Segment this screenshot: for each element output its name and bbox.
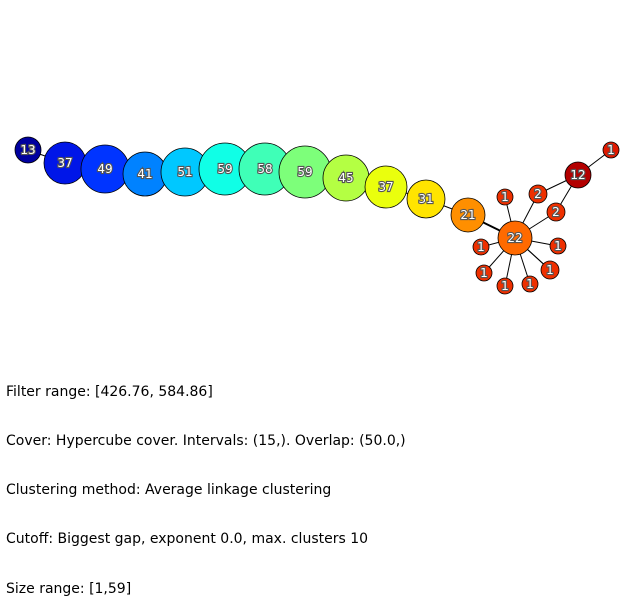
graph-node-circle xyxy=(540,260,560,280)
graph-node: 59 xyxy=(278,145,332,199)
graph-node: 1 xyxy=(496,277,514,295)
graph-node-label: 37 xyxy=(57,156,72,170)
cover-text: Cover: Hypercube cover. Intervals: (15,)… xyxy=(6,433,406,450)
graph-node-label: 58 xyxy=(257,162,272,176)
graph-node: 1 xyxy=(540,260,560,280)
graph-node-circle xyxy=(496,188,514,206)
graph-node-label: 13 xyxy=(20,143,35,157)
graph-node-label: 45 xyxy=(338,171,353,185)
filter-range-text: Filter range: [426.76, 584.86] xyxy=(6,383,213,400)
size-range-text: Size range: [1,59] xyxy=(6,580,132,597)
graph-node-label: 31 xyxy=(418,192,433,206)
graph-node-label: 1 xyxy=(526,277,534,291)
graph-node: 13 xyxy=(14,136,42,164)
graph-node-circle xyxy=(546,202,566,222)
graph-node: 58 xyxy=(238,142,292,196)
graph-node: 1 xyxy=(472,238,490,256)
graph-node: 1 xyxy=(602,141,620,159)
graph-node: 1 xyxy=(549,237,567,255)
graph-node-label: 59 xyxy=(297,165,312,179)
graph-node-label: 1 xyxy=(480,266,488,280)
graph-node-circle xyxy=(364,165,408,209)
graph-node: 49 xyxy=(80,144,130,194)
graph-node: 59 xyxy=(198,142,252,196)
graph-node-circle xyxy=(564,161,592,189)
graph-node: 51 xyxy=(160,147,210,197)
graph-node-label: 2 xyxy=(534,187,542,201)
graph-node-circle xyxy=(472,238,490,256)
graph-node-label: 21 xyxy=(460,208,475,222)
graph-node-circle xyxy=(497,220,533,256)
graph-node-label: 12 xyxy=(570,168,585,182)
graph-node: 37 xyxy=(364,165,408,209)
graph-node-label: 49 xyxy=(97,162,112,176)
graph-node-circle xyxy=(602,141,620,159)
graph-info-panel: Filter range: [426.76, 584.86] Cover: Hy… xyxy=(6,351,406,614)
graph-node-circle xyxy=(496,277,514,295)
graph-node: 1 xyxy=(496,188,514,206)
graph-node-label: 59 xyxy=(217,162,232,176)
cutoff-text: Cutoff: Biggest gap, exponent 0.0, max. … xyxy=(6,531,369,548)
graph-node: 45 xyxy=(322,154,370,202)
graph-node-label: 22 xyxy=(507,231,522,245)
graph-node: 12 xyxy=(564,161,592,189)
graph-node: 2 xyxy=(546,202,566,222)
graph-node: 31 xyxy=(406,179,446,219)
graph-node-label: 1 xyxy=(477,240,485,254)
graph-node-label: 41 xyxy=(137,167,152,181)
graph-node-label: 37 xyxy=(378,180,393,194)
graph-node-label: 1 xyxy=(607,143,615,157)
graph-node-circle xyxy=(528,184,548,204)
graph-node-label: 1 xyxy=(546,263,554,277)
graph-node-circle xyxy=(450,197,486,233)
graph-node-label: 1 xyxy=(501,190,509,204)
mapper-graph: 133749415159585945373121221212211112111 xyxy=(14,136,620,295)
graph-node: 2 xyxy=(528,184,548,204)
graph-node: 21 xyxy=(450,197,486,233)
graph-node: 22 xyxy=(497,220,533,256)
graph-node-label: 1 xyxy=(501,279,509,293)
graph-node-label: 2 xyxy=(552,205,560,219)
graph-node: 1 xyxy=(475,264,493,282)
graph-nodes: 133749415159585945373121221212211112111 xyxy=(14,136,620,295)
graph-node-label: 51 xyxy=(177,165,192,179)
graph-node-circle xyxy=(475,264,493,282)
graph-node: 41 xyxy=(122,151,168,197)
graph-node: 1 xyxy=(521,275,539,293)
graph-node-circle xyxy=(521,275,539,293)
graph-node-circle xyxy=(406,179,446,219)
clustering-method-text: Clustering method: Average linkage clust… xyxy=(6,482,332,499)
graph-node-label: 2 xyxy=(546,263,554,277)
graph-node-circle xyxy=(549,237,567,255)
graph-node-circle xyxy=(14,136,42,164)
graph-node: 37 xyxy=(43,141,87,185)
graph-node-label: 1 xyxy=(554,239,562,253)
